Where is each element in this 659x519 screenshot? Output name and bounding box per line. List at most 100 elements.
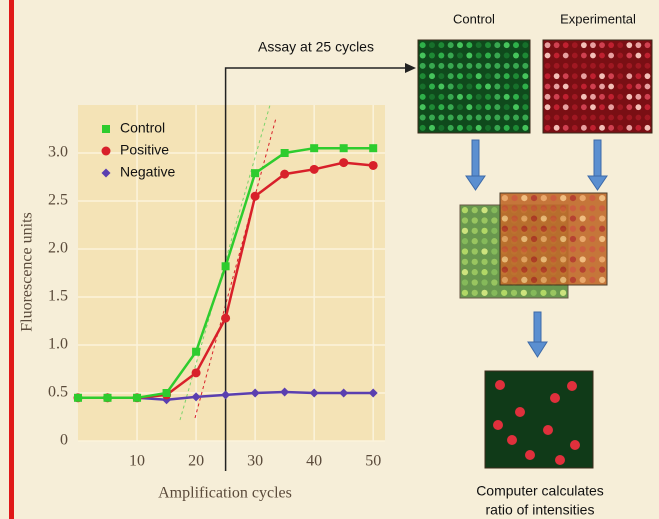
spot — [530, 194, 538, 202]
marker — [250, 191, 260, 201]
spot — [553, 104, 560, 111]
spot — [522, 114, 529, 121]
spot — [599, 83, 605, 90]
spot — [579, 205, 586, 212]
spot — [530, 256, 538, 263]
y-tick-label: 2.5 — [48, 192, 68, 209]
spot — [466, 104, 473, 111]
x-axis-label: Amplification cycles — [158, 485, 292, 502]
spot — [580, 52, 587, 59]
spot — [608, 42, 615, 49]
arrow-shaft — [593, 139, 602, 179]
spot — [491, 258, 498, 265]
spot — [494, 114, 501, 121]
spot — [644, 114, 651, 121]
spot — [635, 73, 642, 80]
spot — [571, 42, 578, 49]
spot — [501, 266, 508, 273]
spot — [560, 256, 567, 263]
spot — [550, 205, 557, 212]
spot — [495, 380, 505, 390]
spot — [608, 124, 615, 131]
spot — [466, 73, 473, 80]
y-tick-label: 3.0 — [48, 144, 68, 161]
spot — [589, 246, 596, 253]
spot — [617, 52, 624, 59]
spot — [457, 73, 463, 80]
spot — [569, 246, 577, 253]
spot — [550, 276, 557, 284]
spot — [521, 266, 528, 273]
marker — [280, 169, 290, 179]
spot — [513, 124, 519, 131]
spot — [599, 42, 605, 49]
y-tick-label: 1.5 — [48, 288, 68, 305]
spot — [644, 52, 651, 59]
spot — [481, 248, 488, 255]
spot — [494, 104, 501, 111]
y-tick-label: 1.0 — [48, 336, 68, 353]
spot — [447, 93, 454, 100]
spot — [567, 381, 577, 391]
spot — [461, 238, 469, 245]
spot — [503, 73, 510, 80]
spot — [481, 238, 488, 245]
spot — [540, 266, 547, 273]
spot — [457, 93, 463, 100]
spot — [580, 42, 587, 49]
spot — [501, 194, 508, 202]
spot — [599, 124, 605, 131]
spot — [461, 289, 469, 296]
spot — [559, 289, 567, 296]
spot — [501, 256, 508, 263]
spot — [599, 266, 606, 273]
spot — [553, 42, 560, 49]
spot — [644, 104, 651, 111]
spot — [560, 225, 567, 232]
spot — [579, 256, 586, 263]
spot — [571, 104, 578, 111]
spot — [429, 114, 435, 121]
spot — [540, 235, 547, 243]
marker — [251, 169, 260, 178]
spot — [481, 258, 488, 265]
spot — [540, 205, 547, 212]
marker — [191, 368, 201, 378]
spot — [579, 235, 586, 243]
marker — [339, 144, 348, 153]
plot — [78, 105, 385, 442]
spot — [438, 93, 445, 100]
spot — [569, 205, 577, 212]
spot — [447, 104, 454, 111]
spot — [553, 83, 560, 90]
spot — [635, 52, 642, 59]
marker — [310, 144, 319, 153]
spot — [550, 225, 557, 232]
spot — [521, 194, 528, 202]
spot — [562, 42, 569, 49]
annotation-line — [224, 67, 410, 471]
spot — [511, 225, 518, 232]
y-tick-label: 0 — [60, 432, 68, 449]
spot — [461, 279, 469, 286]
spot — [608, 93, 615, 100]
spot — [590, 124, 596, 131]
marker — [309, 388, 319, 398]
spot — [635, 104, 642, 111]
spot — [589, 235, 596, 243]
spot — [644, 93, 651, 100]
spot — [617, 62, 624, 69]
spot — [521, 235, 528, 243]
spot — [626, 114, 633, 121]
legend-marker — [102, 125, 110, 133]
spot — [599, 215, 606, 222]
spot — [429, 93, 435, 100]
spot — [555, 455, 565, 465]
y-tick-label: 0.5 — [48, 384, 68, 401]
spot — [521, 276, 528, 284]
spot — [562, 93, 569, 100]
x-tick-label: 40 — [306, 453, 322, 470]
spot — [580, 124, 587, 131]
spot — [544, 124, 551, 131]
spot — [503, 114, 510, 121]
